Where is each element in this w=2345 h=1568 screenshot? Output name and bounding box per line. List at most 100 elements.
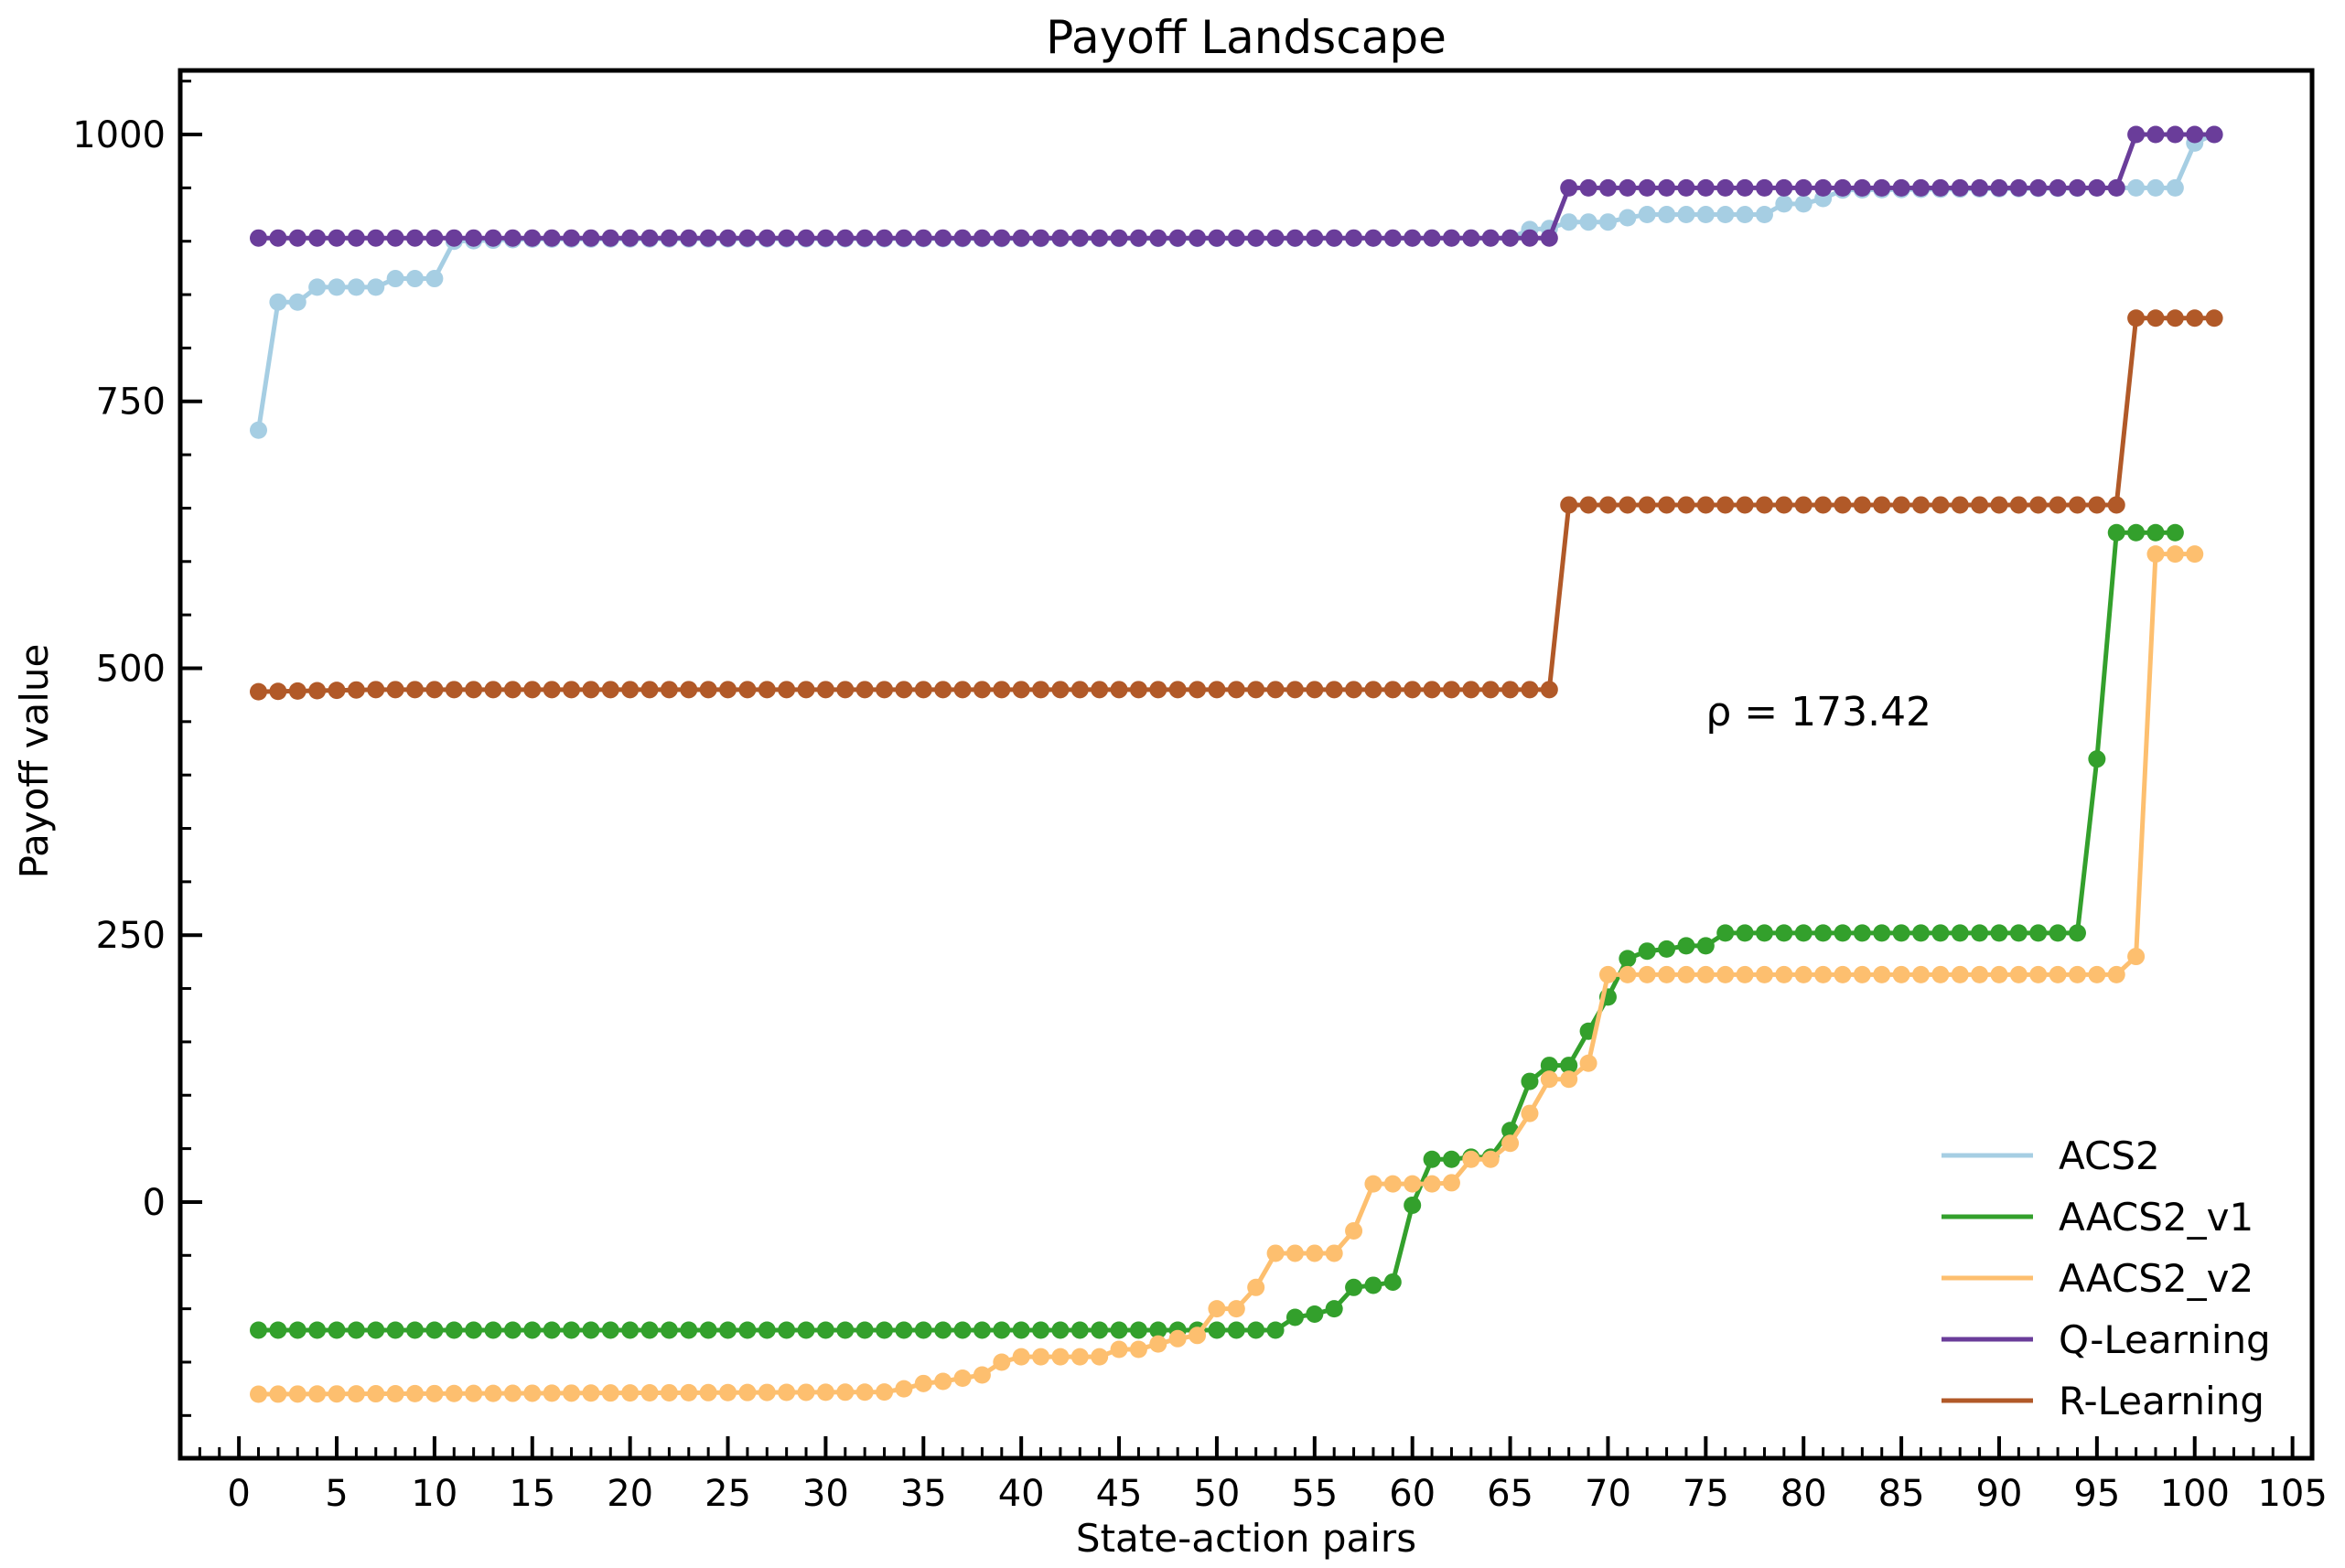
data-point (1892, 924, 1910, 942)
data-point (1129, 1321, 1147, 1339)
data-point (758, 1321, 776, 1339)
data-point (953, 1369, 972, 1387)
data-point (1012, 1321, 1030, 1339)
x-tick-label: 20 (607, 1473, 653, 1515)
legend-label: Q-Learning (2059, 1317, 2271, 1362)
data-point (2068, 496, 2086, 514)
data-point (1892, 178, 1910, 197)
data-point (308, 1385, 327, 1403)
data-point (914, 681, 932, 699)
data-point (1129, 229, 1147, 247)
data-point (2068, 178, 2086, 197)
data-point (2205, 309, 2223, 328)
x-tick-label: 60 (1389, 1473, 1436, 1515)
data-point (1227, 1321, 1245, 1339)
data-point (1070, 1321, 1089, 1339)
data-point (1306, 681, 1324, 699)
data-point (1951, 965, 1969, 983)
data-point (2146, 125, 2165, 144)
data-point (699, 229, 717, 247)
data-point (1834, 496, 1852, 514)
data-point (1149, 1335, 1167, 1353)
data-point (1051, 229, 1070, 247)
legend-item: Q-Learning (1942, 1317, 2271, 1362)
data-point (1404, 681, 1422, 699)
data-point (465, 1321, 483, 1339)
data-point (680, 1321, 698, 1339)
x-tick-label: 35 (900, 1473, 947, 1515)
data-point (563, 1321, 581, 1339)
data-point (1736, 178, 1754, 197)
data-point (1560, 178, 1578, 197)
data-point (269, 229, 287, 247)
data-point (1247, 1321, 1265, 1339)
data-point (1598, 496, 1617, 514)
data-point (953, 1321, 972, 1339)
data-point (1129, 1340, 1147, 1359)
data-point (1951, 178, 1969, 197)
data-point (2166, 178, 2184, 197)
data-point (288, 1321, 307, 1339)
y-tick-label: 250 (96, 915, 166, 957)
data-point (543, 1321, 561, 1339)
data-point (425, 229, 444, 247)
data-point (308, 682, 327, 700)
data-point (1619, 209, 1637, 227)
data-point (934, 1321, 952, 1339)
data-point (1208, 681, 1226, 699)
data-point (582, 229, 600, 247)
data-point (563, 1384, 581, 1402)
data-point (934, 681, 952, 699)
data-point (1285, 681, 1304, 699)
data-point (1227, 1300, 1245, 1318)
data-point (1208, 1300, 1226, 1318)
data-point (1462, 229, 1480, 247)
data-point (308, 278, 327, 296)
data-point (1442, 229, 1460, 247)
data-point (1775, 195, 1793, 213)
x-axis-label: State-action pairs (1076, 1516, 1416, 1561)
data-point (1325, 1300, 1343, 1318)
data-point (699, 681, 717, 699)
data-point (719, 681, 737, 699)
data-point (386, 270, 404, 288)
x-tick-label: 70 (1585, 1473, 1631, 1515)
data-point (816, 229, 834, 247)
data-point (953, 681, 972, 699)
data-point (1638, 178, 1656, 197)
data-point (993, 681, 1011, 699)
data-point (445, 1321, 463, 1339)
data-point (895, 229, 913, 247)
x-tick-label: 95 (2073, 1473, 2120, 1515)
data-point (914, 1374, 932, 1392)
data-point (973, 1366, 991, 1384)
data-point (1638, 942, 1656, 961)
data-point (1110, 1321, 1128, 1339)
data-point (1521, 681, 1539, 699)
data-point (836, 1383, 855, 1402)
data-point (1345, 229, 1363, 247)
data-point (445, 229, 463, 247)
data-point (816, 681, 834, 699)
data-point (1481, 681, 1500, 699)
data-point (855, 1321, 874, 1339)
data-point (1266, 229, 1285, 247)
data-point (1658, 178, 1676, 197)
data-point (2009, 965, 2028, 983)
data-point (347, 1385, 365, 1403)
data-point (1755, 496, 1773, 514)
data-point (406, 270, 425, 288)
data-point (543, 229, 561, 247)
data-point (1345, 1221, 1363, 1240)
data-point (1716, 496, 1735, 514)
data-point (386, 681, 404, 699)
data-point (855, 681, 874, 699)
data-point (484, 1321, 502, 1339)
data-point (503, 229, 522, 247)
data-point (1990, 924, 2008, 942)
data-point (1423, 681, 1441, 699)
data-point (1638, 206, 1656, 224)
data-point (543, 1384, 561, 1402)
data-point (1423, 1150, 1441, 1168)
data-point (914, 229, 932, 247)
